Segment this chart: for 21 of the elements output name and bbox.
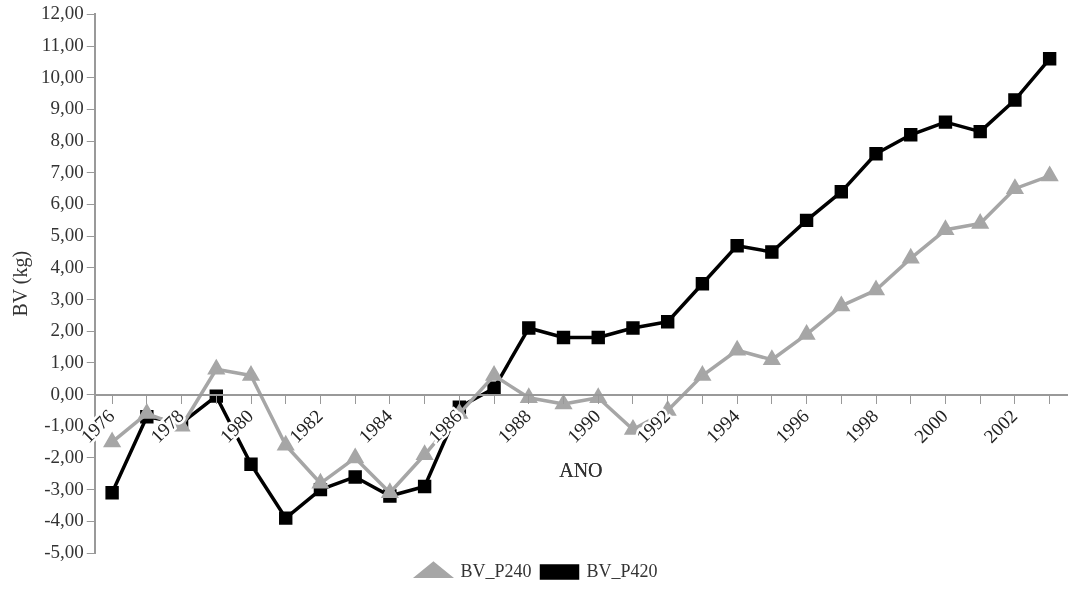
x-axis-title: ANO: [559, 458, 603, 481]
y-tick-label: -4,00: [44, 509, 84, 531]
y-tick-label: 2,00: [50, 319, 84, 341]
legend-label: BV_P420: [586, 560, 658, 581]
y-axis-title: BV (kg): [9, 250, 33, 317]
y-tick-label: -3,00: [44, 477, 84, 499]
y-tick-label: 10,00: [41, 65, 84, 87]
y-tick-label: 6,00: [50, 192, 84, 214]
y-tick-label: -2,00: [44, 445, 84, 467]
y-tick-label: 3,00: [50, 287, 84, 309]
y-tick-label: 0,00: [50, 382, 84, 404]
y-tick-label: 1,00: [50, 350, 84, 372]
y-tick-label: 12,00: [41, 2, 84, 24]
y-tick-label: 11,00: [41, 34, 84, 56]
y-tick-label: 4,00: [50, 255, 84, 277]
y-tick-label: 9,00: [50, 97, 84, 119]
y-tick-label: 8,00: [50, 129, 84, 151]
y-tick-label: 7,00: [50, 160, 84, 182]
y-tick-label: 5,00: [50, 224, 84, 246]
legend-label: BV_P240: [460, 560, 532, 581]
y-tick-label: -5,00: [44, 540, 84, 562]
